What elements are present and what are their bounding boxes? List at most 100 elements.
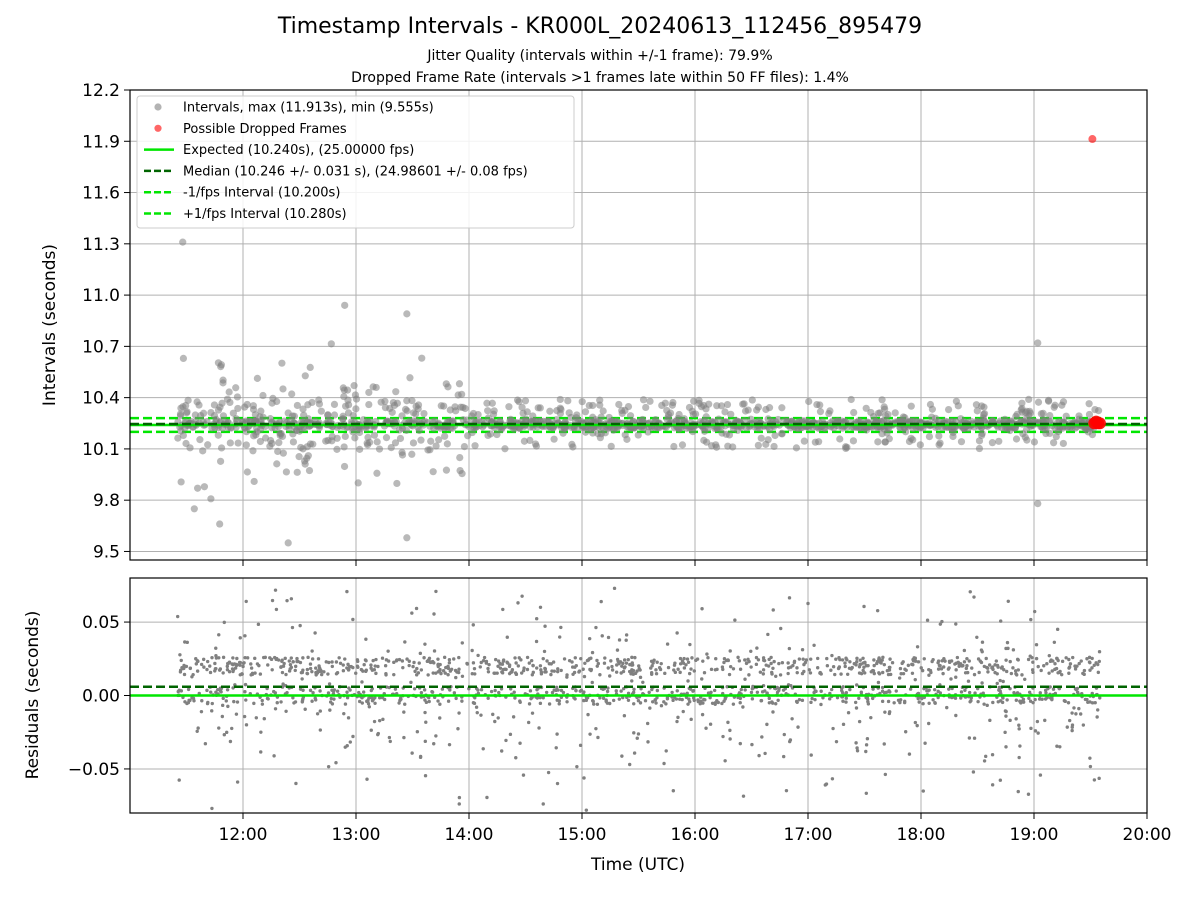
residual-point [887, 689, 891, 694]
residual-point [708, 695, 712, 700]
interval-point [278, 359, 286, 367]
residual-point [335, 689, 340, 693]
residual-point [1027, 690, 1032, 694]
interval-point [721, 408, 729, 416]
residual-point [654, 668, 658, 672]
interval-point [370, 431, 379, 439]
interval-point [340, 443, 348, 451]
residual-point [1055, 656, 1059, 661]
interval-point [754, 441, 762, 449]
residual-point [210, 709, 214, 713]
residual-point [863, 671, 867, 675]
residual-point [1077, 815, 1080, 818]
residual-point [273, 707, 278, 711]
residual-point [985, 703, 989, 708]
residual-point [423, 710, 427, 715]
interval-point [907, 402, 915, 410]
residual-point [354, 671, 358, 675]
residual-point [489, 554, 492, 557]
residual-point [648, 824, 651, 827]
residual-point [678, 697, 682, 701]
interval-point [581, 408, 590, 416]
interval-point [177, 412, 185, 420]
residual-point [792, 660, 797, 665]
residual-point [590, 680, 594, 685]
residual-point [499, 749, 504, 753]
interval-point [668, 401, 676, 409]
residual-point [698, 702, 702, 706]
residual-point [862, 604, 866, 609]
residual-point [392, 660, 396, 665]
residual-point [265, 696, 270, 701]
residual-point [179, 658, 183, 663]
residual-point [626, 657, 630, 662]
interval-point [489, 410, 498, 418]
interval-point [1010, 424, 1018, 432]
residual-point [1097, 659, 1101, 664]
residual-point [611, 698, 616, 703]
legend-label: Expected (10.240s), (25.00000 fps) [183, 143, 414, 158]
residual-point [240, 672, 244, 676]
residual-point [964, 666, 969, 671]
residual-point [782, 732, 786, 737]
residual-point [700, 607, 704, 611]
intervals-y-tick-label: 9.8 [93, 491, 120, 511]
residual-point [357, 690, 361, 695]
residual-point [987, 663, 992, 667]
residual-point [224, 699, 228, 703]
residual-point [1073, 667, 1078, 671]
interval-point [218, 424, 227, 432]
residual-point [501, 659, 506, 663]
residual-point [664, 702, 668, 706]
interval-point [259, 413, 267, 421]
residual-point [284, 709, 288, 713]
residuals-reference-lines [130, 685, 1147, 697]
interval-point [843, 443, 851, 451]
residual-point [557, 702, 561, 706]
residual-point [655, 660, 659, 664]
interval-point [605, 413, 613, 422]
residual-point [685, 691, 689, 696]
residual-point [245, 656, 250, 660]
interval-point [936, 439, 944, 447]
x-tick-label: 15:00 [558, 825, 607, 845]
interval-point [458, 470, 466, 478]
residual-point [444, 665, 448, 670]
interval-point [663, 406, 671, 415]
residual-point [993, 663, 997, 667]
interval-point [279, 449, 287, 457]
residual-point [779, 626, 783, 631]
residual-point [1033, 697, 1037, 702]
residual-point [749, 649, 753, 654]
residual-point [210, 655, 214, 660]
residual-point [525, 655, 530, 660]
residual-point [1020, 673, 1024, 677]
residual-point [369, 663, 373, 667]
residual-point [939, 667, 944, 671]
interval-point [521, 397, 530, 405]
interval-point [978, 429, 986, 438]
residual-point [658, 667, 663, 672]
residual-point [310, 657, 315, 661]
residual-point [436, 663, 440, 667]
residual-point [552, 669, 557, 673]
residual-point [1047, 671, 1051, 675]
residual-point [1060, 659, 1065, 664]
residual-point [500, 671, 505, 675]
residual-point [202, 665, 206, 669]
interval-point [813, 400, 821, 409]
residual-point [418, 651, 423, 656]
residual-point [254, 716, 259, 720]
residual-point [654, 701, 658, 705]
residual-point [824, 782, 829, 786]
residual-point [1031, 660, 1035, 664]
interval-point [429, 468, 437, 476]
residual-point [863, 660, 867, 665]
interval-point [305, 466, 314, 475]
interval-point [363, 439, 371, 447]
interval-point [333, 445, 341, 453]
residual-point [218, 667, 223, 671]
residual-point [977, 670, 981, 675]
residual-point [279, 700, 283, 704]
interval-point [304, 452, 312, 460]
